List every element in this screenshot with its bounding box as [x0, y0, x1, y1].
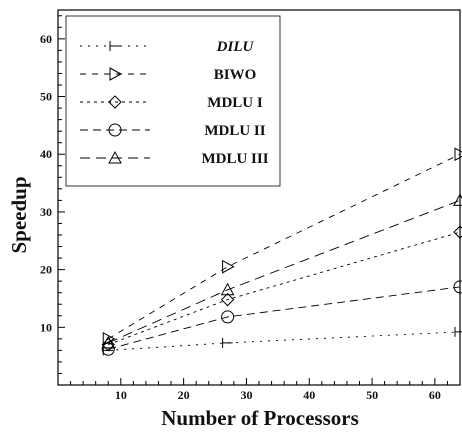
data-point: [453, 193, 462, 206]
x-tick-label: 20: [178, 388, 190, 402]
y-tick-label: 40: [40, 147, 52, 161]
legend: DILU BIWO MDLU I MDLU II MDLU III: [65, 15, 281, 187]
series-line: [108, 231, 461, 346]
y-tick-label: 10: [40, 320, 52, 334]
series-dilu: [102, 326, 462, 356]
y-axis-title: Speedup: [7, 176, 31, 253]
data-point: [220, 282, 235, 296]
legend-marker: [109, 41, 120, 51]
y-tick-label: 20: [40, 263, 52, 277]
y-tick-label: 50: [40, 90, 52, 104]
series-mdlu-ii: [101, 280, 462, 356]
legend-label: MDLU I: [207, 95, 263, 111]
series-biwo: [102, 147, 462, 346]
legend-marker: [108, 150, 122, 164]
data-point: [222, 259, 235, 274]
data-point: [453, 280, 462, 294]
data-point: [101, 337, 115, 352]
legend-label: DILU: [216, 39, 255, 55]
legend-marker: [109, 67, 123, 81]
x-tick-label: 10: [115, 388, 127, 402]
series-mdlu-iii: [101, 193, 462, 349]
legend-marker: [108, 123, 122, 137]
y-tick-label: 60: [40, 32, 52, 46]
x-tick-label: 60: [429, 388, 441, 402]
data-point: [101, 342, 115, 356]
legend-label: MDLU III: [201, 151, 268, 167]
x-axis-ticks: 10 20 30 40 50 60: [70, 378, 461, 402]
data-point: [101, 335, 116, 349]
x-tick-label: 40: [303, 388, 315, 402]
legend-label: MDLU II: [204, 123, 265, 139]
data-point: [454, 147, 462, 162]
series-layer: [101, 147, 462, 356]
data-point: [454, 326, 462, 337]
data-point: [220, 292, 235, 307]
series-mdlu-i: [101, 225, 462, 352]
data-point: [222, 337, 233, 348]
series-line: [108, 286, 461, 350]
data-point: [221, 310, 235, 324]
x-tick-label: 30: [240, 388, 252, 402]
x-axis-title: Number of Processors: [161, 406, 359, 430]
y-tick-label: 30: [40, 205, 52, 219]
series-line: [108, 199, 461, 344]
legend-label: BIWO: [214, 67, 257, 83]
y-axis-ticks: 10 20 30 40 50 60: [40, 15, 65, 374]
data-point: [453, 225, 462, 239]
legend-marker: [108, 95, 122, 109]
x-tick-label: 50: [366, 388, 378, 402]
data-point: [102, 332, 116, 346]
